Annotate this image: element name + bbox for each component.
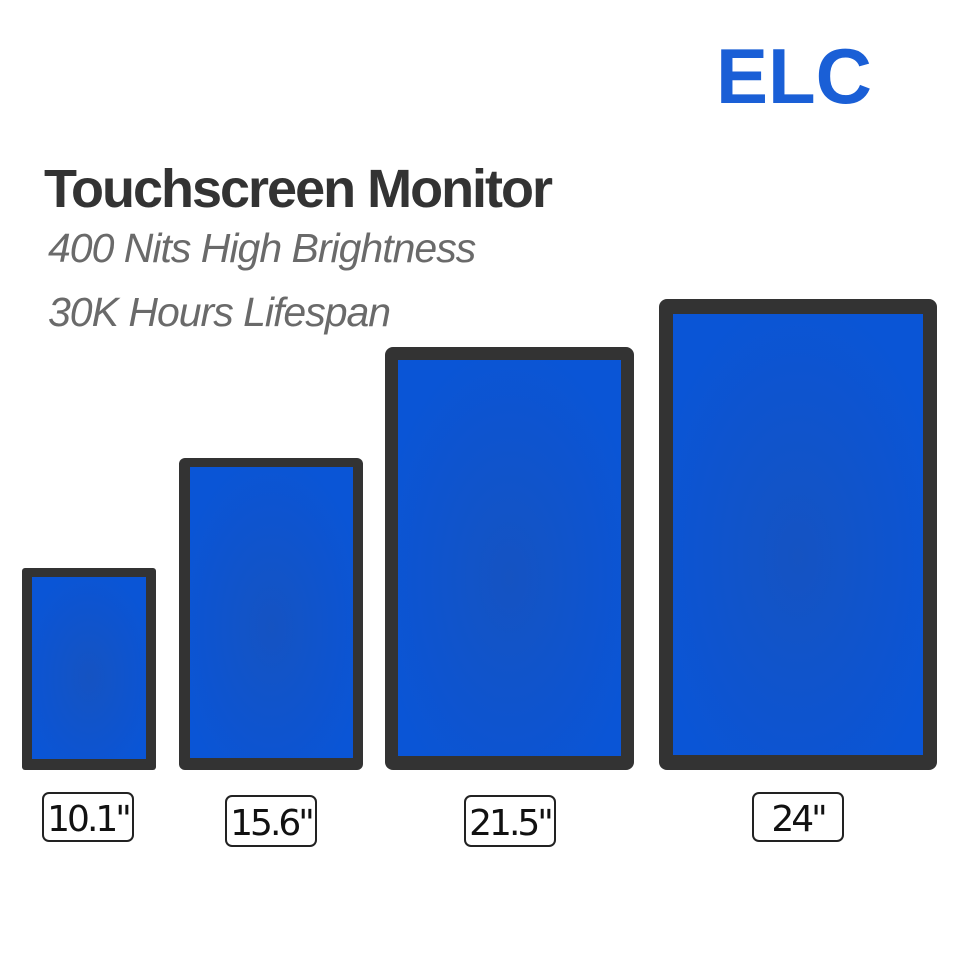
subtitle: 30K Hours Lifespan — [48, 289, 390, 335]
size-label: 21.5" — [469, 803, 551, 844]
size-label: 15.6" — [230, 803, 312, 844]
size-badge — [752, 792, 844, 842]
subtitle: 400 Nits High Brightness — [48, 225, 476, 271]
size-label: 10.1" — [47, 799, 129, 840]
size-label: 24" — [771, 799, 825, 840]
monitor — [385, 347, 634, 770]
monitor — [22, 568, 156, 770]
size-badge — [464, 795, 556, 847]
size-badge — [225, 795, 317, 847]
size-badge — [42, 792, 134, 842]
monitor — [659, 299, 937, 770]
title: Touchscreen Monitor — [44, 159, 553, 219]
monitor — [179, 458, 363, 770]
brand-logo: ELC — [716, 32, 872, 120]
